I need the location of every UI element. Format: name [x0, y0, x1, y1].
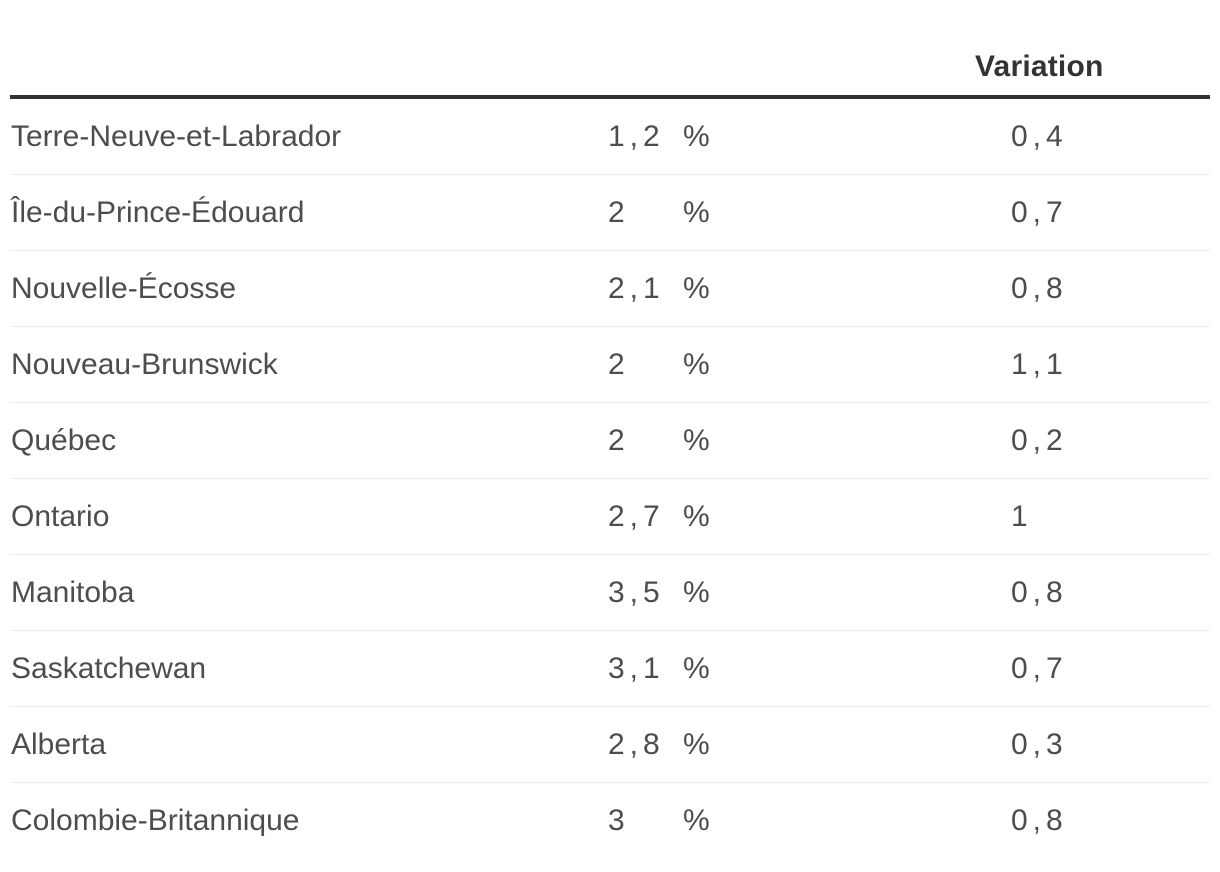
percent-unit: %	[683, 271, 710, 305]
province-label: Terre-Neuve-et-Labrador	[11, 119, 342, 153]
province-label: Alberta	[11, 727, 107, 761]
rate-value: 3	[608, 804, 630, 837]
rate-value: 2	[608, 195, 630, 229]
province-label: Québec	[11, 423, 117, 457]
table-row: Nouvelle-Écosse 2,1 % 0,8	[10, 251, 1210, 327]
percent-unit: %	[683, 804, 710, 837]
table-row: Manitoba 3,5 % 0,8	[10, 555, 1210, 631]
percent-unit: %	[683, 423, 710, 457]
table-row: Île-du-Prince-Édouard 2 % 0,7	[10, 175, 1210, 251]
province-label: Île-du-Prince-Édouard	[11, 195, 305, 229]
variation-value: 1	[1011, 499, 1033, 533]
variation-value: 0,3	[1011, 727, 1068, 761]
rate-value: 2,8	[608, 727, 665, 761]
table-row: Terre-Neuve-et-Labrador 1,2 % 0,4	[10, 99, 1210, 175]
variation-value: 1,1	[1011, 347, 1068, 381]
table-row: Alberta 2,8 % 0,3	[10, 707, 1210, 783]
variation-value: 0,8	[1011, 804, 1068, 837]
rate-value: 2	[608, 347, 630, 381]
variation-column-header: Variation	[975, 50, 1104, 83]
table-row: Nouveau-Brunswick 2 % 1,1	[10, 327, 1210, 403]
percent-unit: %	[683, 347, 710, 381]
variation-value: 0,4	[1011, 119, 1068, 153]
table-header-row: Variation	[10, 0, 1210, 99]
table-row: Ontario 2,7 % 1	[10, 479, 1210, 555]
rate-value: 2	[608, 423, 630, 457]
table-row: Québec 2 % 0,2	[10, 403, 1210, 479]
rate-value: 2,1	[608, 271, 665, 305]
percent-unit: %	[683, 651, 710, 685]
province-label: Colombie-Britannique	[11, 804, 300, 837]
rate-value: 3,1	[608, 651, 665, 685]
percent-unit: %	[683, 119, 710, 153]
percent-unit: %	[683, 727, 710, 761]
variation-value: 0,8	[1011, 271, 1068, 305]
rate-value: 3,5	[608, 575, 665, 609]
table-row: Colombie-Britannique 3 % 0,8	[10, 783, 1210, 859]
percent-unit: %	[683, 575, 710, 609]
province-label: Saskatchewan	[11, 651, 207, 685]
percent-unit: %	[683, 499, 710, 533]
variation-value: 0,8	[1011, 575, 1068, 609]
rate-value: 1,2	[608, 119, 665, 153]
table-row: Saskatchewan 3,1 % 0,7	[10, 631, 1210, 707]
variation-value: 0,2	[1011, 423, 1068, 457]
province-label: Nouveau-Brunswick	[11, 347, 278, 381]
province-label: Ontario	[11, 499, 110, 533]
data-table: Variation Terre-Neuve-et-Labrador 1,2 % …	[10, 0, 1210, 859]
variation-value: 0,7	[1011, 195, 1068, 229]
percent-unit: %	[683, 195, 710, 229]
rate-value: 2,7	[608, 499, 665, 533]
variation-value: 0,7	[1011, 651, 1068, 685]
province-label: Nouvelle-Écosse	[11, 271, 237, 305]
province-label: Manitoba	[11, 575, 135, 609]
